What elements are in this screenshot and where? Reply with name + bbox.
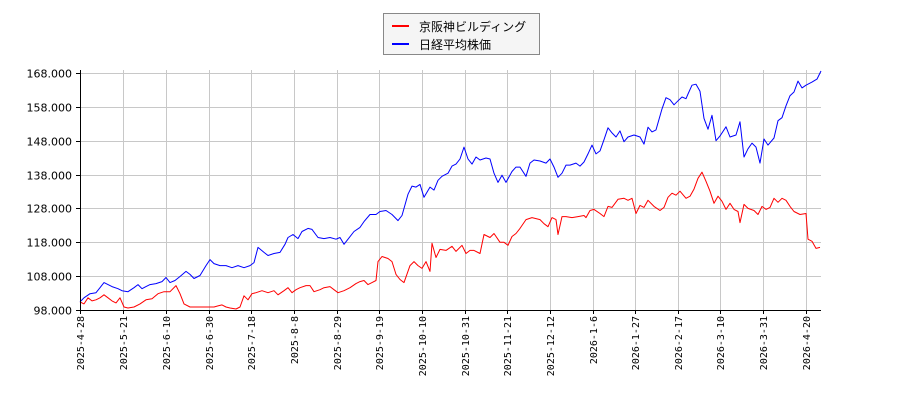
x-tick-label: 2026-2-17 <box>674 316 685 370</box>
x-tick-label: 2025-9-19 <box>375 316 386 370</box>
series-lines <box>79 70 822 310</box>
axes <box>80 70 821 311</box>
x-tick-label: 2026-3-31 <box>759 316 770 370</box>
y-axis-ticks: 98.000 108.000 118.000 128.000 138.000 148.00… <box>27 68 80 318</box>
legend-item-keihanshin: 京阪神ビルディング <box>392 18 526 34</box>
series-line-nikkei <box>79 70 822 303</box>
x-tick-label: 2025-5-21 <box>119 316 130 370</box>
legend-label: 京阪神ビルディング <box>419 19 527 34</box>
x-tick-label: 2025-10-31 <box>461 316 472 376</box>
y-tick-label: 118.000 <box>27 237 73 250</box>
x-tick-label: 2025-8-29 <box>333 316 344 370</box>
legend: 京阪神ビルディング 日経平均株価 <box>383 13 540 55</box>
x-tick-label: 2025-10-10 <box>418 316 429 376</box>
x-tick-label: 2025-12-12 <box>546 316 557 376</box>
x-tick-label: 2026-4-20 <box>802 316 813 370</box>
y-tick-label: 148.000 <box>27 136 73 149</box>
x-axis-ticks: 2025-4-28 2025-5-21 2025-6-10 2025-6-30 2025… <box>76 310 813 376</box>
x-tick-label: 2025-11-21 <box>503 316 514 376</box>
y-tick-label: 168.000 <box>27 68 73 81</box>
x-tick-label: 2025-6-10 <box>162 316 173 370</box>
x-tick-label: 2026-1-6 <box>589 316 600 364</box>
y-tick-label: 98.000 <box>34 305 73 318</box>
legend-label: 日経平均株価 <box>419 37 492 52</box>
y-tick-label: 158.000 <box>27 102 73 115</box>
x-tick-label: 2026-1-27 <box>631 316 642 370</box>
legend-item-nikkei: 日経平均株価 <box>392 36 491 52</box>
legend-swatch-red-line-icon <box>392 25 409 27</box>
y-tick-label: 108.000 <box>27 271 73 284</box>
x-tick-label: 2025-8-8 <box>290 316 301 364</box>
x-tick-label: 2026-3-10 <box>716 316 727 370</box>
y-tick-label: 128.000 <box>27 203 73 216</box>
legend-swatch-blue-line-icon <box>392 43 409 45</box>
y-tick-label: 138.000 <box>27 170 73 183</box>
gridlines <box>80 70 821 310</box>
series-line-keihanshin <box>79 171 821 310</box>
x-tick-label: 2025-6-30 <box>205 316 216 370</box>
x-tick-label: 2025-4-28 <box>76 316 87 370</box>
x-tick-label: 2025-7-18 <box>247 316 258 370</box>
